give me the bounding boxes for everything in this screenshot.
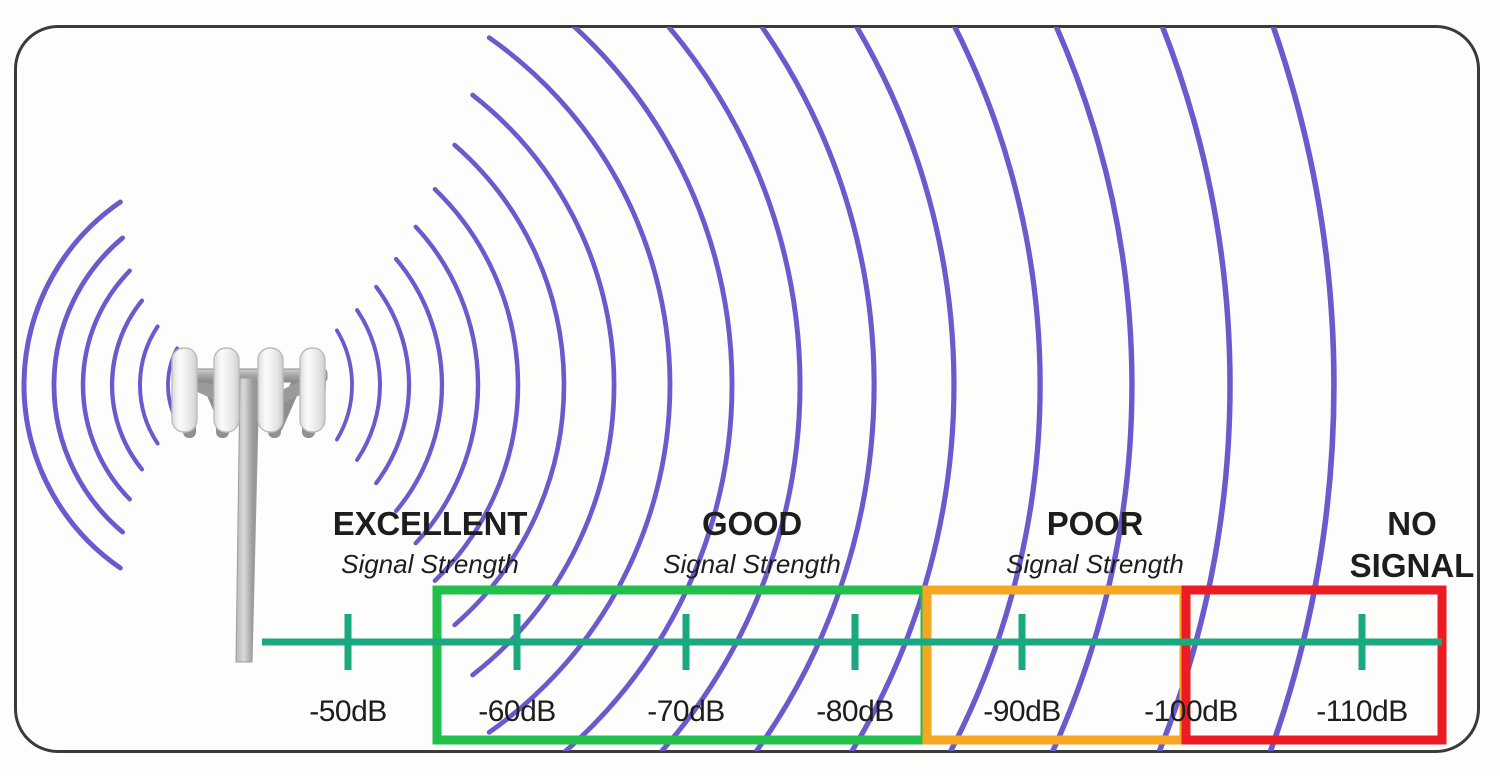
zone-title-no-signal-line2: SIGNAL <box>1349 547 1475 584</box>
wave-arc <box>80 268 132 502</box>
tower-mast <box>235 377 260 663</box>
wave-arc <box>674 27 1233 751</box>
zone-title-excellent: EXCELLENT <box>332 505 528 542</box>
wave-arc <box>737 27 1337 751</box>
wave-arcs-right <box>314 27 1337 751</box>
wave-arc <box>470 92 617 678</box>
db-label: -80dB <box>816 695 894 728</box>
wave-arc <box>432 187 521 583</box>
db-label: -70dB <box>647 695 725 728</box>
wave-arc <box>393 256 445 514</box>
wave-arc <box>631 27 1135 751</box>
zone-subtitle-good: Signal Strength <box>663 549 841 579</box>
zone-title-poor: POOR <box>1046 505 1144 542</box>
wave-arc <box>603 27 1043 751</box>
wave-arc <box>547 27 877 751</box>
wave-arc <box>21 199 123 571</box>
db-label: -100dB <box>1144 695 1238 728</box>
wave-arc <box>486 35 673 735</box>
tower-panel-antennas <box>171 347 326 433</box>
zone-subtitle-poor: Signal Strength <box>1006 549 1184 579</box>
wave-arc <box>138 324 160 446</box>
wave-arc <box>508 27 735 751</box>
wave-arc <box>355 308 382 462</box>
wave-arc <box>109 298 145 472</box>
db-label: -110dB <box>1316 695 1408 728</box>
wave-arc <box>335 328 354 442</box>
wave-arc <box>51 235 125 535</box>
zone-subtitle-excellent: Signal Strength <box>341 549 519 579</box>
zone-title-no-signal: NO SIGNAL <box>1350 503 1475 587</box>
zone-box-no-signal <box>1181 585 1447 745</box>
wave-arc <box>528 27 803 751</box>
db-label: -60dB <box>478 695 556 728</box>
wave-arc <box>413 224 481 546</box>
wave-arc <box>575 27 957 751</box>
zone-title-no-signal-line1: NO <box>1387 505 1437 542</box>
axis-ticks <box>344 614 1366 670</box>
zone-title-good: GOOD <box>701 505 803 542</box>
db-label: -90dB <box>983 695 1061 728</box>
wave-arc <box>452 142 567 628</box>
db-label: -50dB <box>309 695 387 728</box>
wave-arc <box>374 284 412 486</box>
